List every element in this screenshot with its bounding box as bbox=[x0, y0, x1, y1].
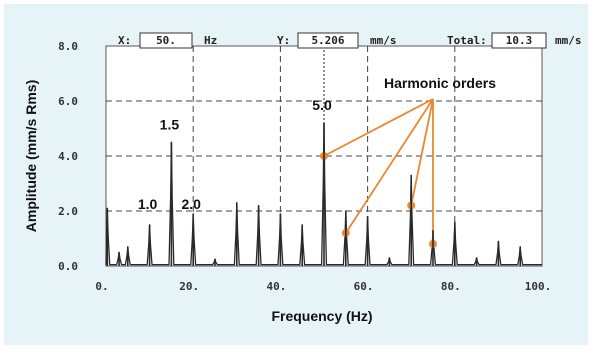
y-readout-label: Y: bbox=[277, 34, 290, 47]
order-label: 2.0 bbox=[181, 196, 201, 212]
annotation-text: Harmonic orders bbox=[384, 75, 496, 91]
x-readout-value: 50. bbox=[156, 34, 176, 47]
y-tick-label: 2.0 bbox=[58, 205, 78, 218]
x-tick-label: 0. bbox=[95, 280, 108, 293]
total-readout-value: 10.3 bbox=[506, 34, 533, 47]
x-tick-label: 100. bbox=[525, 280, 552, 293]
y-tick-label: 6.0 bbox=[58, 95, 78, 108]
x-tick-label: 60. bbox=[354, 280, 374, 293]
total-readout-unit: mm/s bbox=[555, 34, 582, 47]
y-readout-box bbox=[297, 32, 359, 49]
harmonic-annotation: Harmonic orders bbox=[320, 75, 496, 248]
x-readout-box bbox=[139, 32, 193, 49]
annotation-leader bbox=[323, 98, 434, 157]
annotation-leader bbox=[345, 98, 434, 234]
cursor-readout: X: 50. Hz Y: 5.206 mm/s Total: 10.3 mm/s bbox=[118, 32, 582, 49]
order-label: 5.0 bbox=[312, 97, 332, 113]
x-tick-label: 80. bbox=[441, 280, 461, 293]
y-readout-unit: mm/s bbox=[370, 34, 397, 47]
annotation-leader bbox=[410, 98, 434, 206]
x-readout-label: X: bbox=[118, 34, 131, 47]
total-readout-label: Total: bbox=[447, 34, 487, 47]
peak-markers bbox=[106, 123, 522, 266]
axis-ticks: 0.0 2.0 4.0 6.0 8.0 0. 20. 40. 60. 80. 100. bbox=[58, 40, 551, 293]
y-readout-value: 5.206 bbox=[311, 34, 344, 47]
total-readout-box bbox=[491, 32, 547, 49]
order-label: 1.0 bbox=[138, 196, 158, 212]
y-tick-label: 0.0 bbox=[58, 260, 78, 273]
x-tick-label: 20. bbox=[179, 280, 199, 293]
order-labels: 1.0 1.5 2.0 5.0 bbox=[138, 97, 332, 212]
y-tick-label: 8.0 bbox=[58, 40, 78, 53]
y-axis-title: Amplitude (mm/s Rms) bbox=[23, 80, 39, 232]
x-readout-unit: Hz bbox=[204, 34, 217, 47]
y-tick-label: 4.0 bbox=[58, 150, 78, 163]
x-axis-title: Frequency (Hz) bbox=[271, 308, 372, 324]
order-label: 1.5 bbox=[160, 116, 180, 132]
x-tick-label: 40. bbox=[266, 280, 286, 293]
